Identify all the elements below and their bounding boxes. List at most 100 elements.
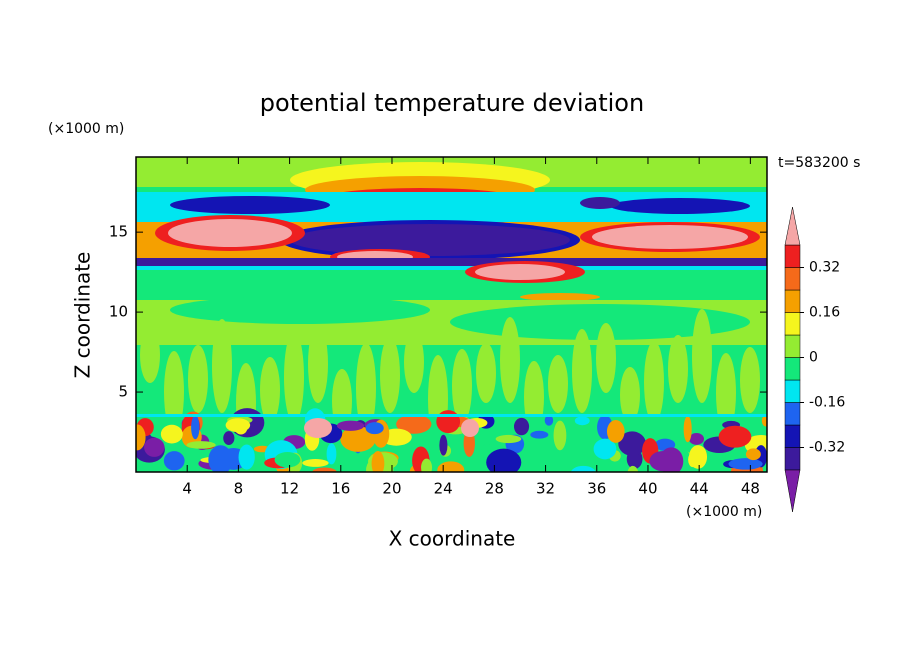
colorbar-segment [784,424,801,448]
contour-region [365,422,384,435]
contour-region [284,331,304,423]
contour-region [513,417,530,436]
contour-region [140,327,160,383]
contour-region [421,458,433,472]
contour-region [290,224,570,256]
contour-region [644,341,664,423]
colorbar-segment [784,357,801,381]
contour-region [136,414,767,417]
time-label: t=583200 s [778,155,860,171]
contour-region [439,434,448,456]
y-tick-label: 15 [109,223,128,241]
colorbar-under [784,469,801,513]
contour-region [396,414,432,434]
contour-region [208,445,233,472]
colorbar-segment [784,267,801,291]
colorbar-tick-label: 0.16 [809,305,840,321]
y-axis-label: Z coordinate [71,252,95,379]
contour-region [548,355,568,413]
colorbar-segment [784,334,801,358]
contour-region [620,367,640,423]
colorbar-segment [784,447,801,471]
contour-region [668,335,688,403]
contour-region [212,319,232,413]
x-tick-label: 32 [536,480,555,498]
contour-region [716,353,736,433]
x-tick-label: 40 [638,480,657,498]
plot-frame [135,156,768,473]
contour-region [606,420,625,443]
x-tick-label: 48 [741,480,760,498]
colorbar-tick-label: -0.32 [809,440,845,456]
y-tick-label: 5 [118,383,128,401]
contour-region [580,197,620,209]
contour-region [520,293,600,301]
contour-region [692,309,712,403]
contour-region [592,225,748,249]
contour-region [380,337,400,413]
contour-region [689,445,708,469]
contour-region [572,329,592,413]
contour-region [164,351,184,433]
x-tick-label: 8 [234,480,244,498]
contour-region [450,304,750,340]
contour-region [574,416,590,426]
x-tick-label: 36 [587,480,606,498]
x-unit: (×1000 m) [686,504,762,520]
contour-region [475,264,565,280]
contour-region [336,420,365,431]
y-unit: (×1000 m) [48,121,124,137]
contour-region [627,465,639,472]
x-tick-label: 12 [280,480,299,498]
contour-region [168,219,292,247]
contour-region [312,467,337,472]
contour-region [225,418,251,433]
contour-region [689,433,704,445]
colorbar-segment [784,244,801,268]
contour-region [304,418,332,438]
contour-region [593,438,617,460]
chart-title: potential temperature deviation [260,89,644,117]
contour-region [163,451,185,471]
contour-region [170,296,430,324]
contour-region [186,441,216,449]
x-tick-label: 24 [434,480,453,498]
x-tick-label: 44 [690,480,709,498]
x-tick-label: 4 [182,480,192,498]
colorbar-segment [784,402,801,426]
contour-region [160,424,183,444]
x-tick-label: 16 [331,480,350,498]
contour-region [728,458,763,470]
contour-region [356,343,376,433]
colorbar-segment [784,379,801,403]
colorbar-segment [784,289,801,313]
contour-region [302,459,329,467]
contour-region [404,331,424,393]
contour-region [274,451,301,468]
contour-region [326,443,337,465]
contour-region [452,349,472,423]
contour-region [618,431,646,456]
contour-region [718,425,752,448]
colorbar-tick-label: 0 [809,350,818,366]
x-axis-label: X coordinate [389,527,516,551]
contour-region [136,258,767,266]
contour-region [495,434,522,444]
colorbar-over [784,206,801,246]
contour-region [476,343,496,403]
contour-region [649,450,677,472]
contour-region [170,196,330,214]
contour-region [461,419,479,437]
contour-region [740,347,760,413]
contour-region [136,424,146,451]
contour-region [136,266,767,270]
contour-region [553,420,567,451]
colorbar-tick-label: -0.16 [809,395,845,411]
contour-region [223,431,235,446]
contour-region [530,430,549,439]
contour-region [340,426,376,452]
contour-region [260,357,280,423]
contour-field [136,157,767,472]
contour-region [188,345,208,413]
